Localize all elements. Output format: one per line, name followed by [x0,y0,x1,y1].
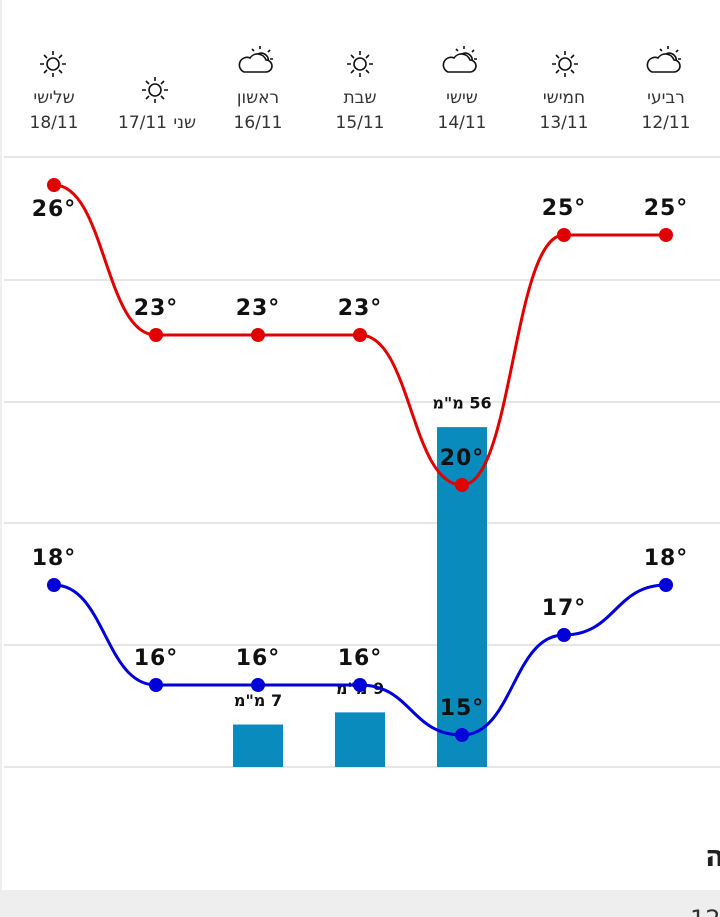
date-label: 17/11 [118,113,167,133]
low-label: 18° [644,546,689,571]
low-label: 17° [542,596,587,621]
high-point [47,178,61,192]
high-label: 23° [338,296,383,321]
precipitation-label: 7 מ"מ [234,691,282,710]
section-title: מזג אוויר שעתי חדרה [705,839,720,873]
low-label: 15° [440,696,485,721]
high-label: 26° [32,197,77,222]
plot: רביעי 12/11 חמישי 13/11 שישי 14/11 שבת 15/11 ראש… [30,88,691,767]
low-point [557,628,571,642]
low-point [47,578,61,592]
low-point [659,578,673,592]
day-label: שישי [446,88,478,108]
low-point [455,728,469,742]
high-point [455,478,469,492]
high-label: 20° [440,446,485,471]
precipitation-bar [233,724,283,767]
footer-text: תחזית שעתית ליום רביעי 12/11 [690,905,720,917]
high-point [149,328,163,342]
day-label: ראשון [237,88,279,108]
high-label: 23° [134,296,179,321]
date-label: 14/11 [438,113,487,133]
high-label: 25° [542,196,587,221]
precipitation-label: 56 מ"מ [432,394,491,413]
day-label: שני [173,113,196,133]
day-label: חמישי [543,88,585,108]
day-label: שבת [343,88,376,108]
high-line [53,183,666,487]
date-label: 15/11 [336,113,385,133]
high-point [251,328,265,342]
high-label: 23° [236,296,281,321]
low-point [353,678,367,692]
low-point [251,678,265,692]
date-label: 16/11 [234,113,283,133]
date-label: 18/11 [30,113,79,133]
low-point [149,678,163,692]
date-label: 12/11 [642,113,691,133]
high-point [353,328,367,342]
grid [4,156,720,768]
low-label: 16° [134,646,179,671]
high-label: 25° [644,196,689,221]
low-label: 18° [32,546,77,571]
low-label: 16° [338,646,383,671]
precipitation-bar [335,712,385,767]
day-label: שלישי [33,88,74,108]
high-point [659,228,673,242]
footer-bar [0,890,720,917]
date-label: 13/11 [540,113,589,133]
day-label: רביעי [647,88,685,108]
low-label: 16° [236,646,281,671]
high-point [557,228,571,242]
